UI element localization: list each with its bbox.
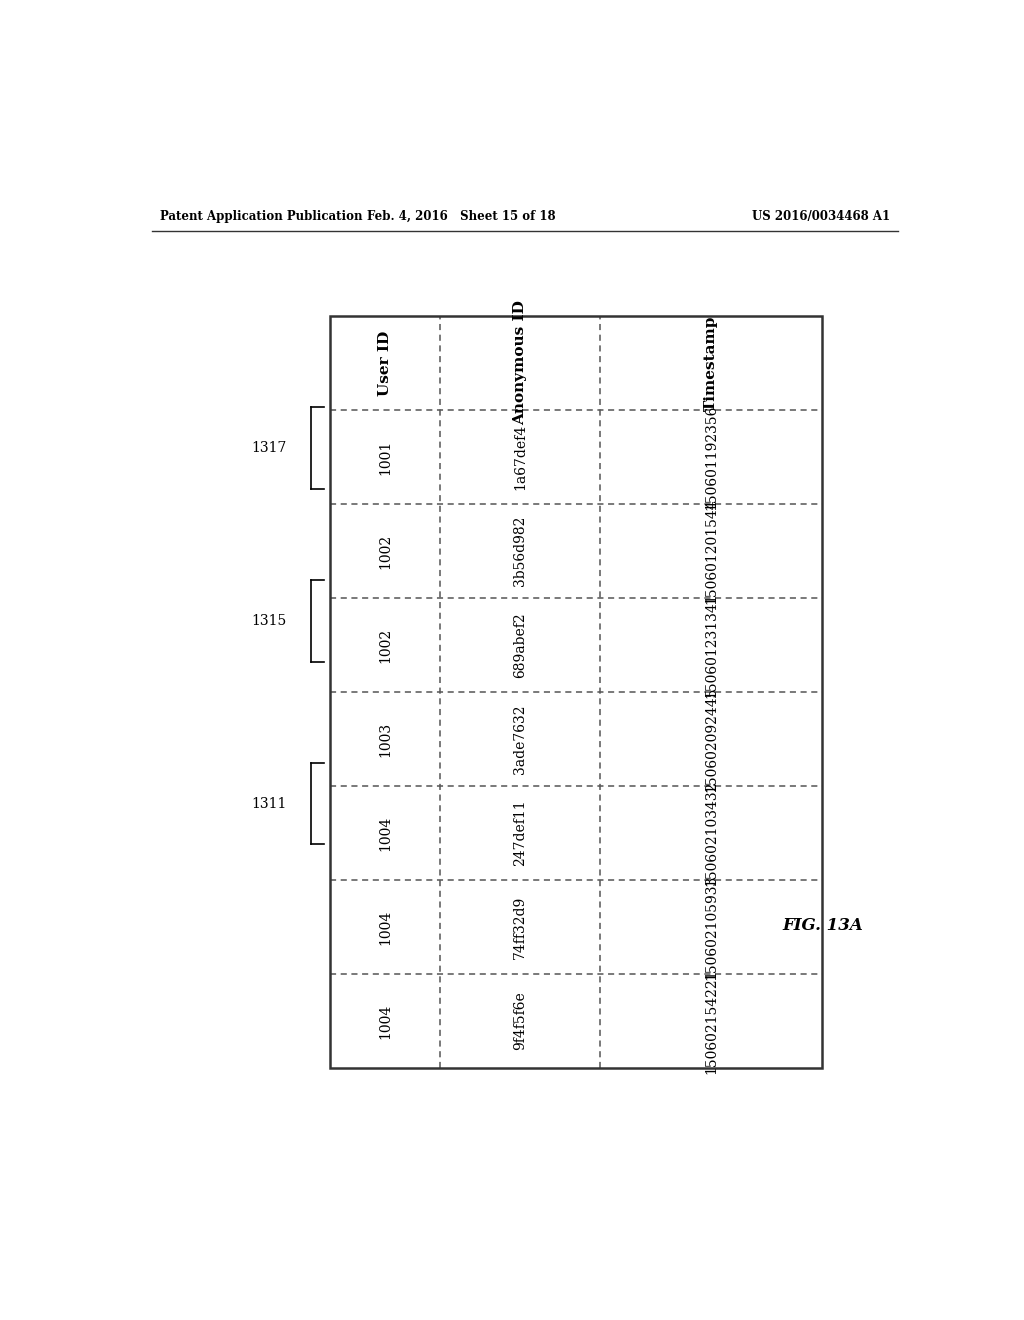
Text: Patent Application Publication: Patent Application Publication bbox=[160, 210, 362, 223]
Text: 150601192356: 150601192356 bbox=[705, 404, 718, 510]
Text: 150601201544: 150601201544 bbox=[705, 498, 718, 603]
Text: Feb. 4, 2016   Sheet 15 of 18: Feb. 4, 2016 Sheet 15 of 18 bbox=[367, 210, 556, 223]
Text: 1004: 1004 bbox=[378, 816, 392, 850]
Text: 1315: 1315 bbox=[252, 614, 287, 628]
Text: 1002: 1002 bbox=[378, 533, 392, 569]
Text: 1004: 1004 bbox=[378, 909, 392, 945]
Text: 1004: 1004 bbox=[378, 1003, 392, 1039]
Text: 150602154221: 150602154221 bbox=[705, 969, 718, 1073]
Text: 1a67def4: 1a67def4 bbox=[513, 424, 527, 490]
Text: US 2016/0034468 A1: US 2016/0034468 A1 bbox=[752, 210, 890, 223]
Text: Anonymous ID: Anonymous ID bbox=[513, 301, 527, 425]
Text: Timestamp: Timestamp bbox=[705, 315, 718, 411]
Text: 3b56d982: 3b56d982 bbox=[513, 516, 527, 586]
Text: 3ade7632: 3ade7632 bbox=[513, 705, 527, 774]
Bar bbox=[331, 315, 822, 1068]
Text: FIG. 13A: FIG. 13A bbox=[782, 917, 863, 935]
Text: 150602092445: 150602092445 bbox=[705, 686, 718, 792]
Text: 150602103432: 150602103432 bbox=[705, 780, 718, 886]
Text: 1003: 1003 bbox=[378, 722, 392, 756]
Text: 9f4f5f6e: 9f4f5f6e bbox=[513, 991, 527, 1051]
Text: 1311: 1311 bbox=[251, 797, 287, 810]
Text: User ID: User ID bbox=[378, 330, 392, 396]
Text: 247def11: 247def11 bbox=[513, 800, 527, 866]
Text: 150602105933: 150602105933 bbox=[705, 874, 718, 979]
Text: 1317: 1317 bbox=[251, 441, 287, 455]
Text: 74ff32d9: 74ff32d9 bbox=[513, 895, 527, 958]
Text: 150601231341: 150601231341 bbox=[705, 593, 718, 698]
Text: 1002: 1002 bbox=[378, 627, 392, 663]
Text: 1001: 1001 bbox=[378, 440, 392, 475]
Text: 689abef2: 689abef2 bbox=[513, 612, 527, 677]
